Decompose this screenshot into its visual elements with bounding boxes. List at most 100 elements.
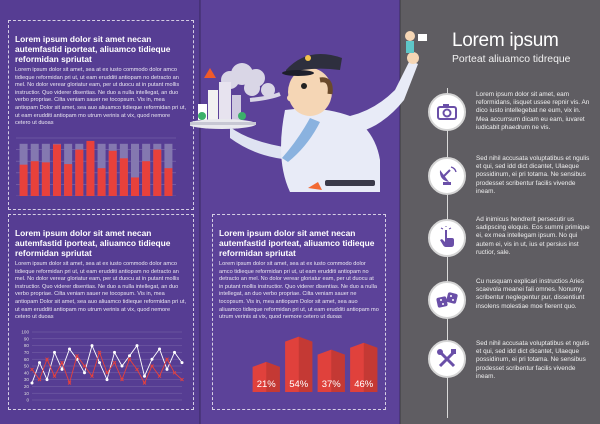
column-chart-value-label: 37% bbox=[322, 379, 342, 390]
bar-chart-bar bbox=[41, 162, 50, 196]
line-chart-point bbox=[128, 354, 131, 358]
line-chart-point bbox=[30, 367, 34, 372]
line-chart-point bbox=[150, 357, 154, 361]
pilot-illustration bbox=[190, 31, 427, 192]
line-chart-point bbox=[135, 367, 139, 372]
line-chart-point bbox=[150, 364, 154, 368]
line-chart-y-tick: 30 bbox=[24, 377, 30, 382]
line-chart-y-tick: 50 bbox=[24, 364, 30, 369]
column-chart-bar-shade bbox=[298, 336, 313, 392]
bar-chart-bar bbox=[86, 140, 95, 196]
hero-subtitle: Porteat aliuamco tidreque bbox=[452, 54, 571, 65]
line-chart-point bbox=[165, 357, 169, 362]
line-chart-point bbox=[180, 361, 184, 365]
right-item-3-text: Ad inimicus hendrerit persecutir us sadi… bbox=[476, 216, 590, 256]
column-chart-bar bbox=[252, 361, 280, 392]
line-chart-point bbox=[135, 344, 139, 348]
line-chart-point bbox=[127, 357, 132, 362]
line-chart-y-tick: 90 bbox=[24, 336, 30, 341]
tiny-figure bbox=[405, 31, 427, 53]
column-chart-bar-shade bbox=[331, 349, 345, 392]
mid-bottom-textbox: Lorem ipsum dolor sit amet necan autemfa… bbox=[212, 214, 386, 410]
right-item-4-text: Cu nusquam explicari instructios Aries s… bbox=[476, 278, 585, 310]
camera-icon bbox=[437, 104, 457, 120]
line-chart-point bbox=[90, 374, 94, 379]
bar-chart-bar bbox=[97, 168, 106, 196]
bar-chart bbox=[16, 134, 176, 196]
line-chart-point bbox=[45, 357, 49, 362]
line-chart-point bbox=[82, 364, 87, 368]
line-chart-y-tick: 40 bbox=[24, 370, 30, 375]
line-chart-y-tick: 20 bbox=[24, 384, 30, 389]
line-chart-y-tick: 60 bbox=[24, 357, 30, 362]
tools-item-circle bbox=[428, 340, 466, 378]
satellite-dish-icon bbox=[439, 166, 457, 185]
line-chart-point bbox=[173, 350, 176, 354]
line-chart-point bbox=[60, 360, 64, 365]
bar-chart-bar bbox=[64, 164, 73, 196]
line-chart-point bbox=[97, 350, 102, 355]
bar-chart-background-bar bbox=[130, 143, 140, 196]
dish-item-circle bbox=[428, 157, 466, 195]
line-chart-point bbox=[90, 344, 94, 348]
line-chart-point bbox=[75, 353, 79, 358]
column-chart-value-label: 54% bbox=[289, 379, 309, 390]
tools-icon bbox=[437, 349, 456, 368]
line-chart-point bbox=[143, 374, 146, 378]
line-chart-point bbox=[180, 377, 184, 382]
line-chart-y-tick: 0 bbox=[26, 398, 29, 403]
column-chart-value-label: 46% bbox=[354, 379, 374, 390]
bar-chart-bar bbox=[75, 149, 84, 196]
dice-icon bbox=[436, 292, 458, 308]
bar-chart-bar bbox=[142, 161, 151, 196]
fold-line-right bbox=[399, 0, 401, 424]
hero-title: Lorem ipsum bbox=[452, 30, 559, 51]
pointer-item-circle bbox=[428, 219, 466, 257]
line-chart-point bbox=[157, 374, 162, 379]
line-chart-y-tick: 100 bbox=[21, 330, 29, 335]
line-chart-y-tick: 70 bbox=[24, 350, 30, 355]
fold-line-left bbox=[199, 0, 201, 424]
line-chart-y-tick: 10 bbox=[24, 391, 30, 396]
pilot-tie bbox=[282, 118, 320, 162]
line-chart-point bbox=[120, 377, 124, 382]
column-chart-bar bbox=[317, 349, 345, 392]
column-chart-bar-shade bbox=[363, 342, 378, 392]
line-chart-y-tick: 80 bbox=[24, 343, 30, 348]
line-chart-point bbox=[68, 347, 71, 351]
line-chart-point bbox=[120, 364, 124, 368]
smoke-cloud bbox=[221, 63, 275, 97]
line-chart-point bbox=[165, 367, 169, 371]
line-chart-point bbox=[60, 367, 64, 371]
right-item-1-text: Lorem ipsum dolor sit amet, eam reformid… bbox=[476, 91, 590, 131]
left-bottom-textbox: Lorem ipsum dolor sit amet necan autemfa… bbox=[8, 214, 194, 410]
column-chart-bar-shade bbox=[266, 361, 280, 392]
dice-item-circle bbox=[428, 281, 466, 319]
bar-chart-svg bbox=[16, 137, 176, 196]
line-chart-point bbox=[113, 350, 116, 354]
mid-bottom-paragraph: Lorem ipsum dolor sit amet, sea at ex iu… bbox=[219, 261, 379, 321]
right-item-5-text: Sed nihil accusata voluptatibus et nguli… bbox=[476, 340, 590, 380]
pilot-cap bbox=[286, 54, 342, 74]
column-chart-value-label: 21% bbox=[257, 379, 277, 390]
column-chart-svg: 21% 54% 37% 46% bbox=[252, 336, 378, 392]
line-chart-point bbox=[30, 381, 34, 385]
line-chart-point bbox=[105, 378, 109, 382]
column-chart: 21% 54% 37% 46% bbox=[250, 330, 380, 392]
bar-chart-bar bbox=[153, 149, 162, 196]
left-top-paragraph: Lorem ipsum dolor sit amet, sea at ex iu… bbox=[15, 67, 187, 127]
bar-chart-bar bbox=[52, 144, 62, 196]
line-chart-point bbox=[98, 361, 101, 365]
line-chart-point bbox=[45, 378, 49, 382]
line-chart: 0 10 20 30 40 50 60 70 80 90 100 bbox=[14, 328, 186, 404]
pilot-raised-arm bbox=[350, 60, 418, 132]
camera-item-circle bbox=[428, 93, 466, 131]
line-chart-point bbox=[53, 350, 56, 354]
left-top-textbox: Lorem ipsum dolor sit amet necan autemfa… bbox=[8, 20, 194, 210]
hand-pointer-icon bbox=[440, 226, 454, 247]
bar-chart-bar bbox=[164, 168, 173, 196]
mid-bottom-heading: Lorem ipsum dolor sit amet necan autemfa… bbox=[219, 228, 375, 258]
bar-chart-bar bbox=[119, 158, 128, 196]
bar-chart-bar bbox=[19, 164, 28, 196]
